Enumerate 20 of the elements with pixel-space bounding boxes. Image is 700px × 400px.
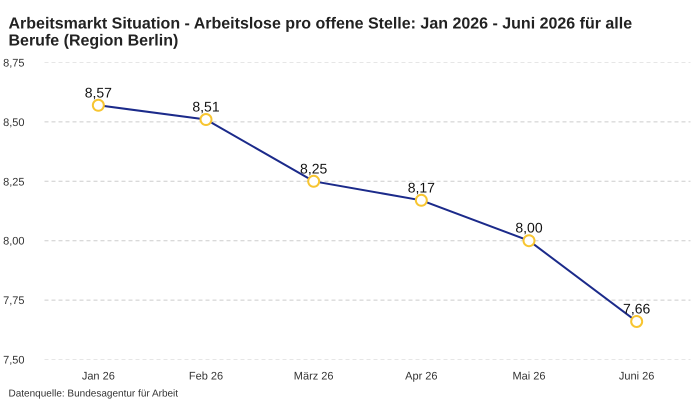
x-tick-label: Mai 26 xyxy=(512,370,546,382)
y-tick-label: 7,75 xyxy=(3,295,25,308)
data-label: 7,66 xyxy=(623,300,651,316)
data-label: 8,51 xyxy=(192,98,220,115)
y-tick-label: 8,50 xyxy=(3,116,25,129)
x-tick-label: Juni 26 xyxy=(618,370,654,382)
x-tick-label: Apr 26 xyxy=(405,370,438,382)
chart-title: Arbeitsmarkt Situation - Arbeitslose pro offene Stelle: Jan 2026 - Juni 2026 für alle Berufe (Region Berlin) xyxy=(8,16,632,50)
y-tick-label: 7,50 xyxy=(3,354,25,366)
text: Datenquelle: Bundesagentur für Arbeit xyxy=(8,388,178,400)
data-label: 8,25 xyxy=(300,160,328,176)
data-label: 8,17 xyxy=(408,179,436,196)
x-tick-label: Jan 26 xyxy=(82,370,115,382)
y-tick-label: 8,75 xyxy=(3,58,25,70)
y-tick-label: 8,00 xyxy=(3,236,25,248)
data-label: 8,00 xyxy=(515,220,543,236)
x-tick-label: März 26 xyxy=(294,370,334,382)
x-tick-label: Feb 26 xyxy=(188,370,224,382)
data-label: 8,57 xyxy=(84,84,112,100)
y-tick-label: 8,25 xyxy=(3,176,25,188)
